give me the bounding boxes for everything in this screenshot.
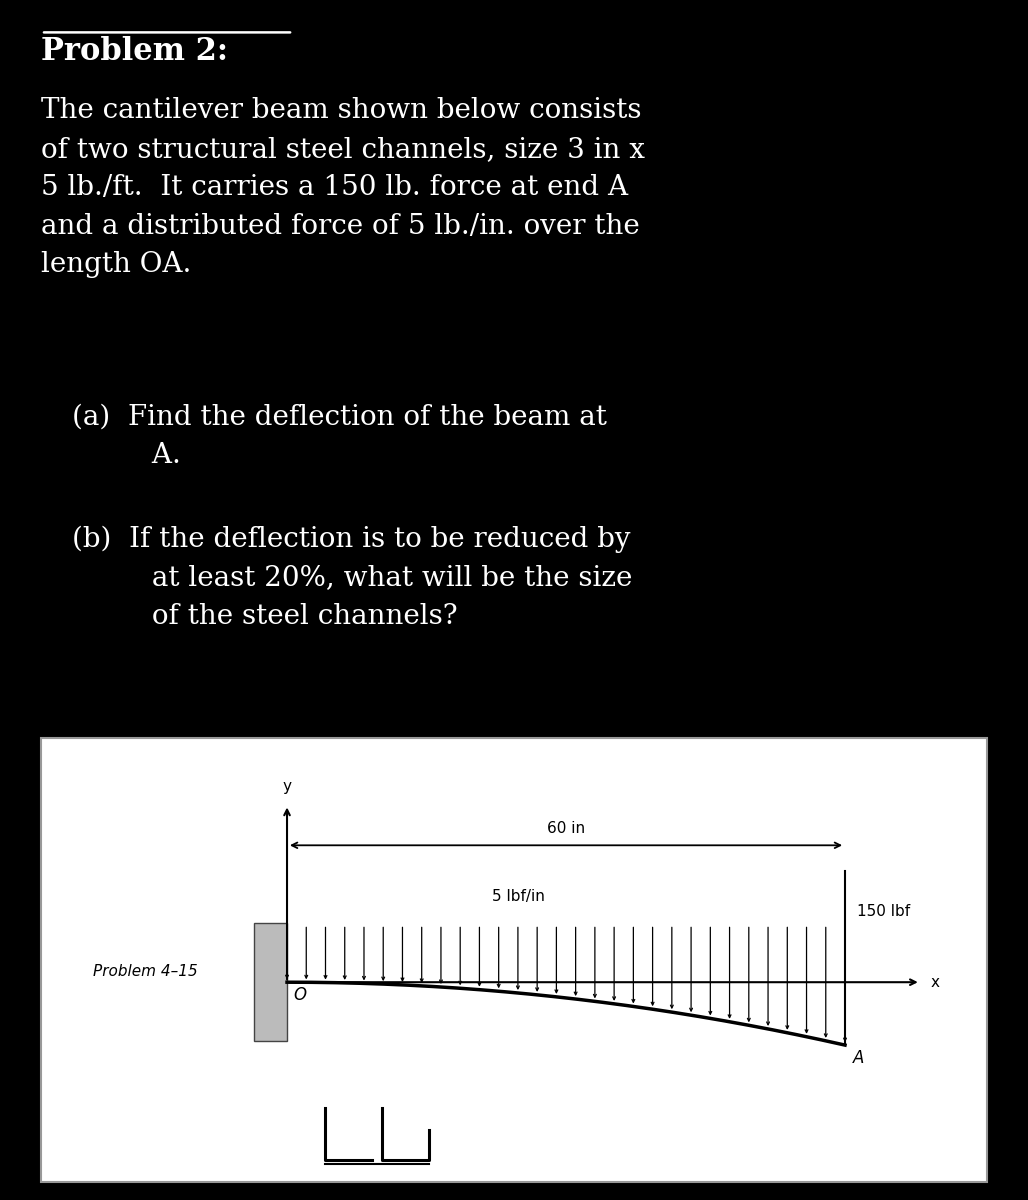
- Text: The cantilever beam shown below consists
of two structural steel channels, size : The cantilever beam shown below consists…: [41, 97, 646, 278]
- Text: y: y: [283, 779, 292, 793]
- Text: (a)  Find the deflection of the beam at
         A.: (a) Find the deflection of the beam at A…: [72, 403, 607, 469]
- Text: Problem 4–15: Problem 4–15: [94, 964, 197, 979]
- Text: 150 lbf: 150 lbf: [857, 905, 911, 919]
- Text: O: O: [294, 986, 306, 1004]
- Text: (b)  If the deflection is to be reduced by
         at least 20%, what will be t: (b) If the deflection is to be reduced b…: [72, 526, 632, 630]
- Text: A: A: [852, 1049, 864, 1067]
- Text: 5 lbf/in: 5 lbf/in: [492, 889, 545, 904]
- Text: Problem 2:: Problem 2:: [41, 36, 228, 67]
- Bar: [254, 923, 287, 1042]
- Text: x: x: [930, 974, 940, 990]
- Text: 60 in: 60 in: [547, 822, 585, 836]
